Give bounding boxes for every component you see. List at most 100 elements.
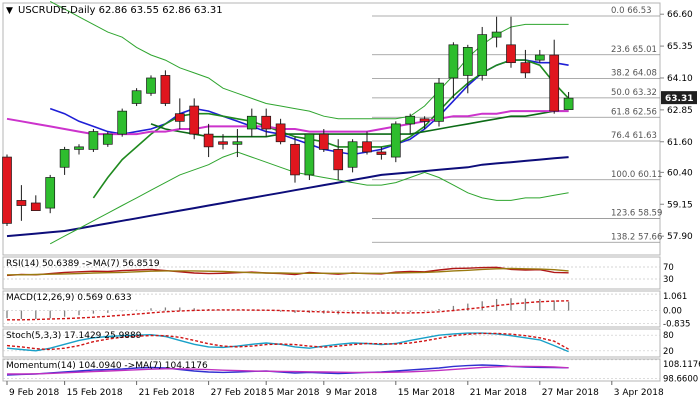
candle <box>45 174 56 214</box>
fibonacci-levels: 0.0 66.53 23.6 65.01 38.2 64.08 50.0 63.32 6… <box>372 6 662 243</box>
x-tick-label: 21 Mar 2018 <box>470 388 527 398</box>
rsi-title: RSI(14) 50.6389 ->MA(7) 56.8519 <box>6 259 160 269</box>
y-tick-label: 66.60 <box>667 10 693 20</box>
x-tick-label: 27 Feb 2018 <box>211 388 267 398</box>
rsi-series-line <box>7 267 569 276</box>
candle-body <box>261 115 272 130</box>
candle <box>419 116 430 129</box>
candle-body <box>462 47 473 76</box>
stoch-title: Stoch(5,3,3) 17.1429 25.9889 <box>6 331 142 341</box>
candle-body <box>45 177 56 209</box>
candle-body <box>506 44 516 64</box>
x-tick-label: 27 Mar 2018 <box>542 388 599 398</box>
chart-header-arrow: ▼ <box>6 6 13 16</box>
candle-body <box>174 113 185 122</box>
macd-y-tick-label: 1.061 <box>663 292 687 302</box>
fib-level-label: 100.0 60.11 <box>611 170 662 180</box>
candle-body <box>160 75 171 104</box>
y-tick-label: 61.60 <box>667 138 693 148</box>
candle-body <box>117 110 128 135</box>
macd-title: MACD(12,26,9) 0.569 0.633 <box>6 293 132 303</box>
candle <box>189 98 200 140</box>
candle <box>174 98 185 129</box>
candle <box>160 70 171 107</box>
candle-body <box>534 54 545 61</box>
series-line-sma_green <box>92 59 570 199</box>
candle <box>506 16 516 68</box>
candle-body <box>131 90 142 104</box>
momentum-y-tick-label: 98.6600 <box>663 375 698 385</box>
momentum-series-line <box>7 365 569 375</box>
candle-body <box>477 34 488 76</box>
momentum-title: Momentum(14) 104.0940 ->MA(7) 104.1176 <box>6 361 208 371</box>
candle-body <box>333 149 344 171</box>
candle <box>102 131 113 147</box>
candle <box>88 129 99 152</box>
stoch-y-tick-label: 20 <box>663 347 674 357</box>
candle-body <box>419 118 430 122</box>
candle-body <box>146 77 156 94</box>
candle <box>491 16 502 48</box>
candle-body <box>549 54 560 112</box>
fib-level-label: 61.8 62.56 <box>611 107 657 117</box>
stoch-series-line <box>6 332 569 351</box>
candle <box>462 44 473 94</box>
candle <box>520 49 531 78</box>
momentum-y-tick-label: 108.1176 <box>663 360 700 370</box>
candle <box>146 75 156 96</box>
series-line-sma_pink <box>6 110 569 136</box>
x-axis: 9 Feb 2018 15 Feb 2018 21 Feb 2018 27 Feb 2… <box>6 381 664 398</box>
rsi-series-line <box>6 266 569 277</box>
macd-y-tick-label: 0.00 <box>663 307 682 317</box>
candle <box>131 88 142 107</box>
candle-body <box>2 156 12 224</box>
candle-body <box>318 133 329 150</box>
candle <box>434 77 444 127</box>
y-tick-label: 60.40 <box>667 168 693 178</box>
candle-body <box>448 44 459 79</box>
series-line-sma_long <box>6 156 569 238</box>
candle <box>318 129 329 152</box>
candle <box>376 146 387 160</box>
candle-body <box>491 31 502 38</box>
stoch-y-tick-label: 80 <box>663 331 674 341</box>
candle <box>74 144 84 155</box>
candle <box>290 136 300 183</box>
candle <box>405 113 416 135</box>
candle-body <box>290 143 300 176</box>
candle-body <box>232 141 243 145</box>
x-tick-label: 5 Mar 2018 <box>268 388 320 398</box>
x-tick-label: 9 Mar 2018 <box>326 388 378 398</box>
y-tick-label: 65.35 <box>667 42 693 52</box>
fib-level-label: 50.0 63.32 <box>611 88 657 98</box>
fib-level-label: 0.0 66.53 <box>611 6 652 16</box>
candle-body <box>347 141 358 168</box>
candle-body <box>246 115 257 130</box>
candle <box>203 123 214 158</box>
candle <box>261 108 272 137</box>
candle <box>59 146 70 175</box>
candle <box>534 49 545 63</box>
candle-body <box>102 133 113 145</box>
candle <box>563 92 574 110</box>
last-price-box <box>661 91 697 105</box>
macd-panel-frame <box>2 290 661 328</box>
y-tick-label: 57.90 <box>667 232 693 242</box>
candle-body <box>362 141 372 153</box>
chart-header: USCRUDE,Daily 62.86 63.55 62.86 63.31 <box>18 5 223 16</box>
x-tick-label: 3 Apr 2018 <box>614 388 664 398</box>
candle-body <box>203 133 214 148</box>
candle <box>333 139 344 181</box>
candle <box>390 121 401 163</box>
candle-body <box>304 133 315 176</box>
candle <box>362 131 372 155</box>
candle-body <box>390 123 401 158</box>
candle <box>275 118 286 145</box>
rsi-y-tick-label: 30 <box>663 275 674 285</box>
rsi-y-tick-label: 70 <box>663 263 674 273</box>
fib-level-label: 23.6 65.01 <box>611 45 657 55</box>
candle-body <box>434 82 444 122</box>
main-panel-frame <box>2 2 661 256</box>
candle-body <box>88 131 99 150</box>
